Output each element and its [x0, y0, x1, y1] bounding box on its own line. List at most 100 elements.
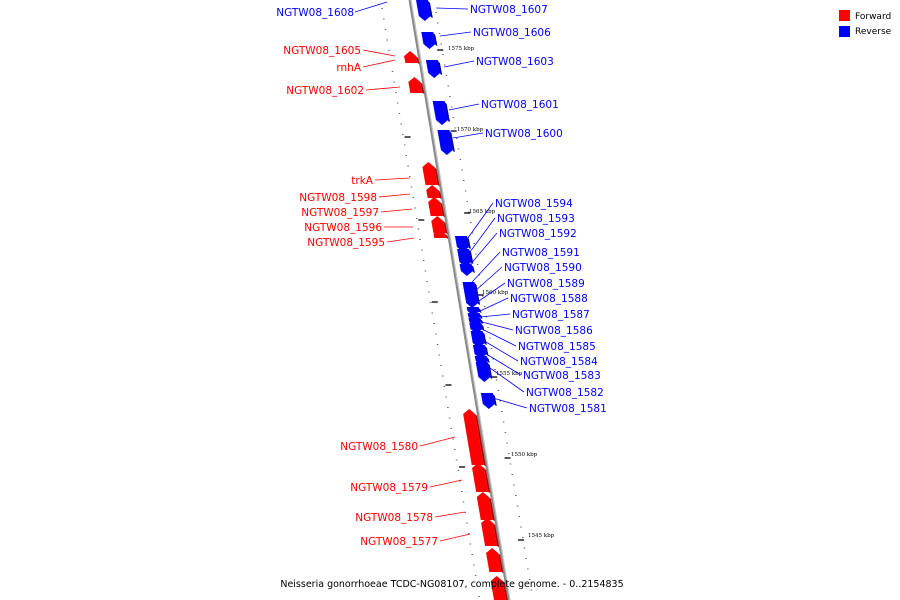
minor-tick: [443, 386, 446, 387]
minor-tick: [409, 176, 411, 177]
reverse-gene-feature[interactable]: [472, 345, 487, 359]
minor-tick: [431, 312, 434, 314]
reverse-gene-label[interactable]: NGTW08_1583: [523, 370, 601, 382]
forward-gene-label[interactable]: NGTW08_1605: [283, 45, 361, 57]
forward-gene-feature[interactable]: [490, 576, 506, 600]
minor-tick: [391, 71, 394, 72]
reverse-gene-label[interactable]: NGTW08_1591: [502, 247, 580, 259]
reverse-gene-label[interactable]: NGTW08_1588: [510, 293, 588, 305]
forward-gene-feature[interactable]: [433, 229, 447, 238]
reverse-gene-label[interactable]: NGTW08_1608: [276, 7, 354, 19]
minor-tick: [463, 180, 465, 181]
leader-line: [429, 479, 463, 488]
forward-gene-feature[interactable]: [463, 409, 484, 465]
reverse-gene-feature[interactable]: [470, 331, 485, 348]
minor-tick: [497, 390, 500, 391]
reverse-gene-label[interactable]: NGTW08_1589: [507, 278, 585, 290]
minor-tick: [395, 92, 397, 93]
reverse-gene-feature[interactable]: [432, 101, 448, 125]
forward-gene-feature[interactable]: [431, 216, 446, 233]
forward-gene-feature[interactable]: [404, 51, 418, 63]
reverse-gene-label[interactable]: NGTW08_1600: [485, 128, 563, 140]
reverse-gene-label[interactable]: NGTW08_1585: [518, 341, 596, 353]
leader-line: [354, 1, 388, 13]
forward-gene-feature[interactable]: [426, 185, 440, 198]
reverse-gene-feature[interactable]: [466, 307, 480, 316]
reverse-gene-feature[interactable]: [421, 32, 436, 49]
forward-gene-label[interactable]: NGTW08_1577: [360, 536, 438, 548]
forward-gene-label[interactable]: NGTW08_1578: [355, 512, 433, 524]
minor-tick: [499, 400, 501, 402]
forward-gene-label[interactable]: NGTW08_1596: [304, 222, 382, 234]
reverse-gene-feature[interactable]: [454, 236, 469, 252]
reverse-gene-label[interactable]: NGTW08_1586: [515, 325, 593, 337]
legend: Forward Reverse: [839, 10, 892, 37]
reverse-gene-feature[interactable]: [459, 264, 473, 276]
reverse-gene-feature[interactable]: [475, 362, 491, 382]
forward-gene-feature[interactable]: [486, 548, 502, 572]
minor-tick: [433, 323, 435, 324]
gene-shading: [466, 237, 471, 249]
minor-tick: [471, 232, 474, 234]
minor-tick: [518, 516, 520, 517]
reverse-gene-label[interactable]: NGTW08_1587: [512, 309, 590, 321]
reverse-gene-feature[interactable]: [437, 130, 453, 155]
minor-tick: [438, 354, 440, 356]
reverse-gene-feature[interactable]: [462, 282, 479, 308]
reverse-gene-label[interactable]: NGTW08_1584: [520, 356, 598, 368]
minor-tick: [459, 480, 461, 482]
gene-shading: [438, 190, 442, 199]
forward-gene-feature[interactable]: [408, 77, 423, 93]
scale-tick-label: 1570 kbp: [457, 127, 484, 133]
reverse-gene-label[interactable]: NGTW08_1607: [470, 4, 548, 16]
minor-tick: [504, 432, 507, 433]
leader-lines: [354, 1, 528, 542]
forward-gene-label[interactable]: rnhA: [336, 62, 361, 74]
reverse-gene-feature[interactable]: [425, 60, 441, 78]
reverse-gene-label[interactable]: NGTW08_1606: [473, 27, 551, 39]
forward-gene-label[interactable]: NGTW08_1598: [299, 192, 377, 204]
forward-gene-feature[interactable]: [476, 492, 493, 520]
forward-gene-feature[interactable]: [472, 463, 489, 492]
reverse-gene-label[interactable]: NGTW08_1594: [495, 198, 573, 210]
reverse-gene-label[interactable]: NGTW08_1603: [476, 56, 554, 68]
reverse-gene-feature[interactable]: [468, 318, 482, 327]
reverse-gene-label[interactable]: NGTW08_1582: [526, 387, 604, 399]
forward-gene-label[interactable]: trkA: [351, 175, 374, 187]
reverse-gene-feature[interactable]: [467, 313, 481, 322]
reverse-gene-label[interactable]: NGTW08_1592: [499, 228, 577, 240]
leader-line: [473, 266, 503, 293]
forward-gene-label[interactable]: NGTW08_1579: [350, 482, 428, 494]
forward-gene-label[interactable]: NGTW08_1580: [340, 441, 418, 453]
reverse-gene-label[interactable]: NGTW08_1593: [497, 213, 575, 225]
minor-tick: [417, 228, 420, 230]
forward-gene-feature[interactable]: [428, 197, 443, 216]
gene-shading: [428, 1, 433, 18]
minor-tick: [398, 113, 401, 114]
minor-tick: [478, 274, 481, 276]
minor-tick: [456, 138, 458, 139]
forward-gene-label[interactable]: NGTW08_1602: [286, 85, 364, 97]
forward-gene-label[interactable]: NGTW08_1597: [301, 207, 379, 219]
reverse-gene-feature[interactable]: [480, 393, 495, 409]
gene-shading: [437, 61, 443, 75]
minor-tick: [501, 411, 503, 412]
reverse-gene-feature[interactable]: [457, 249, 472, 267]
reverse-gene-feature[interactable]: [416, 0, 431, 21]
minor-ticks-right: [435, 12, 533, 591]
forward-gene-label[interactable]: NGTW08_1595: [307, 237, 385, 249]
gene-features: [404, 0, 508, 600]
leader-line: [464, 202, 494, 243]
leader-line: [466, 217, 496, 257]
minor-tick: [478, 596, 480, 597]
forward-gene-feature[interactable]: [422, 162, 438, 185]
minor-tick: [405, 155, 408, 156]
minor-tick: [436, 344, 439, 345]
leader-line: [487, 354, 522, 376]
reverse-gene-label[interactable]: NGTW08_1590: [504, 262, 582, 274]
forward-gene-feature[interactable]: [481, 518, 498, 546]
minor-tick: [422, 260, 425, 261]
major-ticks: [404, 49, 525, 541]
reverse-gene-label[interactable]: NGTW08_1601: [481, 99, 559, 111]
reverse-gene-label[interactable]: NGTW08_1581: [529, 403, 607, 415]
